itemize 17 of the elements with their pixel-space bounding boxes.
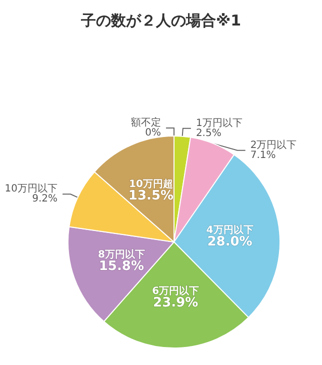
category-label: 額不定 <box>131 118 161 128</box>
slice-label: 4万円以下 <box>206 224 254 236</box>
slice-label: 10万円超 <box>128 178 173 190</box>
data-label: 13.5% <box>128 188 174 204</box>
data-label: 28.0% <box>207 234 252 250</box>
chart-title: 子の数が２人の場合※1 <box>80 12 242 30</box>
slice-label: 2万円以下 <box>250 138 297 151</box>
slice-label: 8万円以下 <box>98 248 145 260</box>
data-label: 15.8% <box>98 258 144 274</box>
data-label: 9.2% <box>32 194 58 205</box>
data-label: 2.5% <box>196 128 222 139</box>
slice-label: 6万円以下 <box>152 284 200 297</box>
data-label: 23.9% <box>153 295 198 310</box>
slice-label: 10万円以下 <box>4 182 58 195</box>
data-label: 7.1% <box>250 150 276 161</box>
text: 0% <box>145 128 161 138</box>
slice-label: 1万円以下 <box>196 116 242 129</box>
